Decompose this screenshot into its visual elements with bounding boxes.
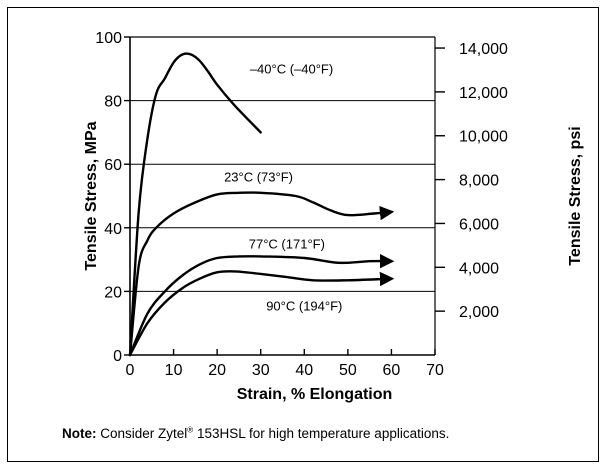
- psi-tick-label: 6,000: [459, 216, 499, 233]
- y-tick-label: 100: [95, 30, 122, 47]
- note-text-before: Consider Zytel: [96, 426, 188, 441]
- series-label: 23°C (73°F): [224, 170, 293, 185]
- axes: [124, 36, 445, 356]
- y-axis-title-right: Tensile Stress, psi: [567, 126, 584, 265]
- y-tick-label: 20: [104, 284, 122, 301]
- labels: 0 20 40 60 80 100 0 10 20 30 40 50 60 70 2,000 4,000 6,0…: [83, 30, 584, 403]
- psi-tick-label: 10,000: [459, 129, 508, 146]
- note-text-after: 153HSL for high temperature applications…: [193, 426, 450, 441]
- y-axis-title-left: Tensile Stress, MPa: [83, 121, 100, 270]
- series-lines: [128, 52, 395, 357]
- x-tick-label: 10: [165, 362, 183, 379]
- series-label: –40°C (–40°F): [250, 62, 333, 77]
- psi-tick-label: 2,000: [459, 304, 499, 321]
- x-axis-title: Strain, % Elongation: [237, 386, 393, 403]
- psi-tick-label: 14,000: [459, 41, 508, 58]
- x-tick-label: 0: [126, 362, 135, 379]
- chart-frame: [7, 7, 599, 462]
- x-tick-label: 30: [252, 362, 270, 379]
- y-tick-label: 80: [104, 94, 122, 111]
- x-tick-label: 40: [295, 362, 313, 379]
- psi-tick-label: 12,000: [459, 85, 508, 102]
- y-tick-label: 0: [113, 348, 122, 365]
- psi-tick-label: 8,000: [459, 173, 499, 190]
- x-tick-label: 50: [339, 362, 357, 379]
- series-label: 90°C (194°F): [266, 298, 342, 313]
- series-line-minus40c: [128, 52, 262, 357]
- psi-tick-label: 4,000: [459, 260, 499, 277]
- y-tick-label: 40: [104, 221, 122, 238]
- footnote: Note: Consider Zytel® 153HSL for high te…: [62, 426, 449, 441]
- grid-lines: [130, 100, 435, 292]
- x-tick-label: 60: [383, 362, 401, 379]
- series-line-23c: [128, 191, 395, 357]
- registered-mark: ®: [187, 425, 194, 435]
- note-prefix: Note:: [62, 426, 97, 441]
- series-label: 77°C (171°F): [249, 236, 325, 251]
- x-tick-label: 70: [426, 362, 444, 379]
- series-line-90c: [128, 270, 395, 357]
- series-line-77c: [128, 253, 395, 357]
- y-tick-label: 60: [104, 157, 122, 174]
- x-tick-label: 20: [208, 362, 226, 379]
